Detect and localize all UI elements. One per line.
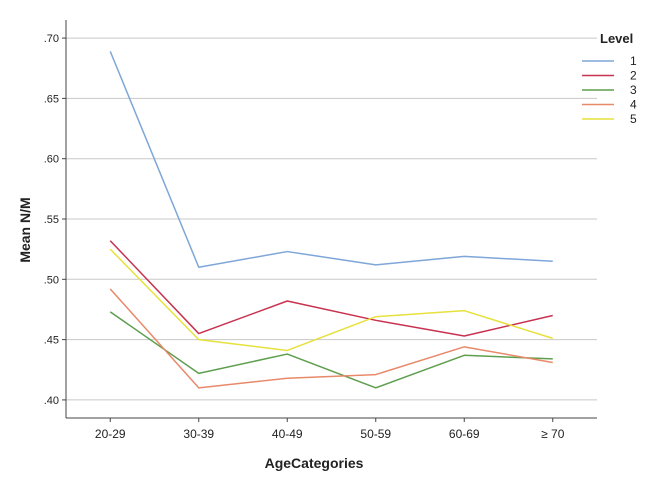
legend-label: 3 xyxy=(630,83,637,97)
x-axis-title: AgeCategories xyxy=(265,455,364,471)
x-tick-label: 50-59 xyxy=(360,427,391,441)
legend-title: Level xyxy=(600,31,633,46)
x-tick-label: 60-69 xyxy=(449,427,480,441)
y-tick-label: .40 xyxy=(44,395,59,407)
gridlines xyxy=(62,37,597,401)
series-line-level-5 xyxy=(109,248,553,352)
y-tick-label: .55 xyxy=(44,214,59,226)
x-tick-label: ≥ 70 xyxy=(541,427,565,441)
legend-label: 2 xyxy=(630,69,637,83)
series-line-level-1 xyxy=(109,51,553,268)
y-axis-title: Mean N/M xyxy=(17,197,33,262)
y-tick-label: .60 xyxy=(44,154,59,166)
series-line-level-4 xyxy=(109,288,553,389)
series-line-level-2 xyxy=(109,240,553,337)
y-tick-label: .70 xyxy=(44,33,59,45)
axes xyxy=(65,20,597,419)
legend-label: 1 xyxy=(630,54,637,68)
legend-label: 5 xyxy=(630,112,637,126)
x-tick-label: 20-29 xyxy=(95,427,126,441)
y-tick-label: .45 xyxy=(44,335,59,347)
series-line-level-3 xyxy=(109,311,553,389)
series-lines xyxy=(109,51,553,389)
y-tick-label: .65 xyxy=(44,93,59,105)
y-tick-labels: .40 .45 .50 .55 .60 .65 .70 xyxy=(44,33,59,407)
legend-label: 4 xyxy=(630,98,637,112)
x-tick-label: 30-39 xyxy=(183,427,214,441)
x-tick-label: 40-49 xyxy=(272,427,303,441)
y-tick-label: .50 xyxy=(44,274,59,286)
x-tick-labels: 20-29 30-39 40-49 50-59 60-69 ≥ 70 xyxy=(95,418,565,441)
